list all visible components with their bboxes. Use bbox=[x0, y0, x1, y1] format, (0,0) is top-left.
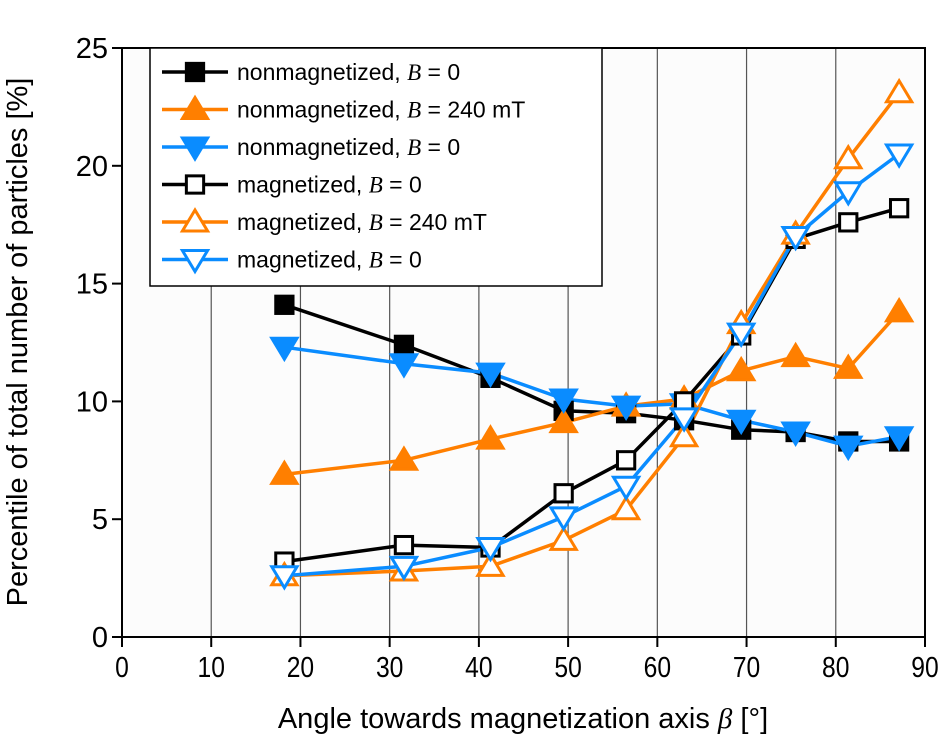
data-point bbox=[883, 426, 915, 452]
x-axis: 0 10 20 30 40 50 60 70 80 90 bbox=[115, 637, 939, 683]
y-tick-label: 15 bbox=[76, 269, 108, 301]
data-point bbox=[833, 143, 864, 170]
data-point bbox=[269, 459, 300, 485]
series-line-5 bbox=[284, 91, 901, 578]
data-point bbox=[274, 294, 295, 315]
legend-swatch-marker bbox=[179, 249, 211, 275]
data-point bbox=[610, 475, 642, 502]
data-point bbox=[475, 536, 506, 563]
legend-item-1: nonmagnetized, B = 0 bbox=[162, 59, 460, 85]
y-tick-label: 20 bbox=[76, 151, 108, 183]
x-tick-label: 70 bbox=[733, 651, 760, 683]
data-point bbox=[269, 565, 300, 591]
legend-item-3: nonmagnetized, B = 0 bbox=[162, 134, 460, 162]
data-point bbox=[780, 225, 811, 252]
data-point bbox=[388, 353, 420, 379]
legend-label: nonmagnetized, B = 0 bbox=[237, 59, 460, 85]
legend-item-6: magnetized, B = 0 bbox=[162, 247, 422, 275]
data-point bbox=[548, 407, 579, 434]
data-point bbox=[269, 336, 300, 363]
x-axis-label: Angle towards magnetization axis β [°] bbox=[278, 703, 768, 735]
legend-label: magnetized, B = 240 mT bbox=[237, 209, 487, 235]
data-point bbox=[475, 551, 506, 577]
data-point bbox=[615, 450, 637, 471]
data-point bbox=[833, 353, 864, 379]
data-point bbox=[725, 409, 757, 436]
data-point bbox=[833, 435, 864, 462]
data-point bbox=[668, 421, 700, 448]
x-tick-label: 50 bbox=[554, 651, 581, 683]
legend-swatch-marker bbox=[179, 94, 211, 120]
x-tick-label: 80 bbox=[822, 651, 849, 683]
data-point bbox=[888, 198, 910, 219]
legend-swatch-marker bbox=[184, 174, 206, 195]
data-point bbox=[668, 407, 700, 433]
data-point bbox=[780, 421, 811, 447]
legend-swatch-marker bbox=[184, 61, 206, 83]
y-axis: 0 5 10 15 20 25 bbox=[76, 33, 122, 654]
x-tick-label: 60 bbox=[644, 651, 671, 683]
series-line-2 bbox=[284, 310, 901, 477]
series-lines bbox=[283, 91, 901, 578]
data-point bbox=[553, 483, 574, 504]
legend-label: nonmagnetized, B = 0 bbox=[237, 134, 460, 160]
data-point bbox=[725, 355, 757, 382]
data-point bbox=[388, 555, 420, 582]
data-point bbox=[388, 445, 420, 471]
legend-label: magnetized, B = 0 bbox=[237, 172, 422, 198]
legend: nonmagnetized, B = 0 nonmagnetized, B = 2… bbox=[149, 47, 603, 287]
data-point bbox=[548, 506, 579, 532]
data-point bbox=[393, 534, 415, 556]
legend-item-4: magnetized, B = 0 bbox=[162, 172, 422, 198]
x-tick-label: 0 bbox=[115, 651, 129, 683]
x-tick-label: 20 bbox=[287, 651, 314, 683]
data-point bbox=[610, 494, 642, 521]
series-3-points bbox=[269, 336, 915, 462]
data-point bbox=[393, 334, 415, 355]
data-point bbox=[838, 212, 859, 233]
x-tick-label: 90 bbox=[911, 651, 938, 683]
series-line-1 bbox=[283, 303, 900, 444]
series-line-3 bbox=[284, 345, 900, 448]
legend-label: nonmagnetized, B = 240 mT bbox=[237, 97, 525, 123]
data-point bbox=[883, 77, 915, 104]
y-tick-label: 10 bbox=[76, 386, 108, 418]
data-point bbox=[610, 395, 642, 422]
data-point bbox=[475, 424, 506, 450]
series-line-4 bbox=[284, 206, 900, 564]
y-axis-label: Percentile of total number of particles … bbox=[2, 78, 34, 607]
x-tick-label: 30 bbox=[376, 651, 403, 683]
data-point bbox=[833, 181, 864, 207]
data-point bbox=[548, 525, 579, 551]
data-point bbox=[475, 362, 506, 389]
data-point bbox=[883, 143, 915, 169]
legend-item-2: nonmagnetized, B = 240 mT bbox=[162, 94, 525, 123]
y-tick-label: 25 bbox=[76, 33, 108, 65]
series-line-6 bbox=[284, 152, 901, 578]
series-markers bbox=[269, 77, 915, 591]
legend-swatch-marker bbox=[179, 207, 211, 233]
data-point bbox=[883, 296, 915, 323]
data-point bbox=[548, 388, 579, 414]
legend-swatch-marker bbox=[179, 136, 211, 162]
data-point bbox=[725, 322, 757, 348]
y-tick-label: 5 bbox=[92, 504, 108, 536]
y-tick-label: 0 bbox=[92, 622, 108, 654]
series-6-points bbox=[269, 143, 915, 591]
data-point bbox=[780, 341, 811, 368]
legend-box bbox=[149, 47, 603, 287]
legend-item-5: magnetized, B = 240 mT bbox=[162, 207, 487, 235]
legend-label: magnetized, B = 0 bbox=[237, 247, 422, 273]
x-tick-label: 40 bbox=[465, 651, 492, 683]
x-tick-label: 10 bbox=[198, 651, 225, 683]
